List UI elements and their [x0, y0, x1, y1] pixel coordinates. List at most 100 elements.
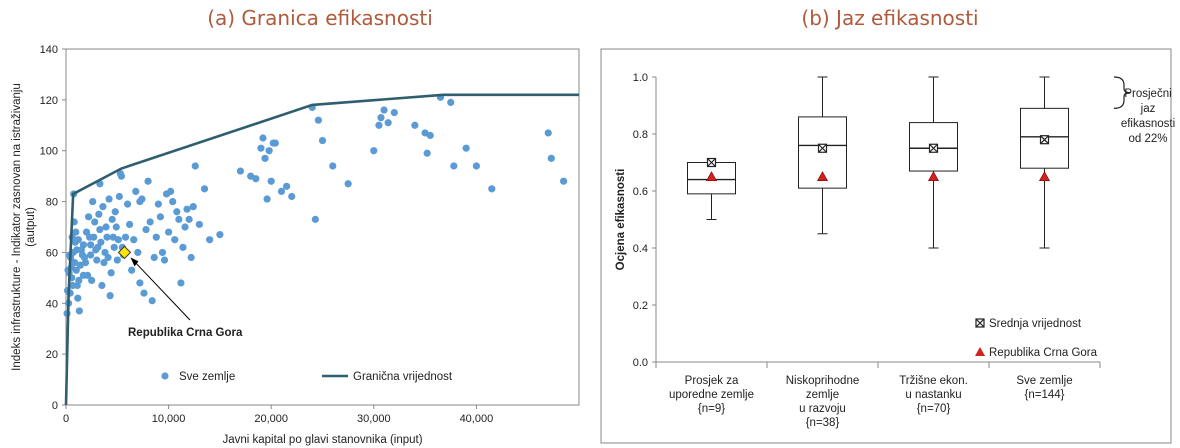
legend-marker-mean-x	[975, 318, 985, 328]
scatter-point	[261, 154, 269, 162]
scatter-point	[104, 253, 112, 262]
scatter-point	[96, 225, 104, 234]
scatter-point	[288, 192, 296, 201]
scatter-point	[72, 266, 80, 274]
scatter-point	[158, 248, 167, 257]
category-label: u razvoju	[799, 403, 846, 415]
category-label: Prosjek za	[685, 375, 739, 387]
scatter-point	[95, 210, 103, 218]
scatter-point	[130, 236, 138, 244]
country-marker	[816, 171, 829, 182]
scatter-point	[426, 131, 434, 140]
scatter-point	[390, 108, 398, 117]
y-tick-label: 60	[46, 247, 58, 259]
scatter-point	[108, 215, 116, 223]
scatter-point	[183, 205, 191, 213]
scatter-point	[156, 213, 164, 221]
scatter-point	[89, 197, 97, 206]
y-tick-label: 0.4	[633, 243, 648, 255]
scatter-point	[544, 129, 552, 137]
scatter-point	[282, 182, 291, 190]
y-tick-label: 80	[46, 197, 58, 209]
scatter-point	[79, 241, 88, 249]
scatter-point	[106, 292, 114, 300]
plot-b-border	[600, 48, 1172, 444]
annotation-arrowhead	[130, 257, 139, 267]
y-tick-label: 0.6	[633, 186, 648, 198]
scatter-point	[100, 259, 108, 267]
scatter-point	[72, 228, 80, 236]
scatter-point	[123, 200, 132, 208]
scatter-point	[179, 243, 187, 251]
category-label: uporedne zemlje	[669, 389, 754, 401]
gap-annotation-line: od 22%	[1128, 133, 1167, 145]
annotation-arrow	[131, 258, 191, 321]
scatter-point	[110, 243, 118, 251]
scatter-point	[206, 236, 214, 244]
y-tick-label: 0.0	[633, 357, 648, 369]
scatter-point	[167, 187, 175, 195]
scatter-point	[175, 215, 183, 223]
category-label: {n=144}	[1025, 389, 1065, 401]
mean-marker-x	[818, 143, 827, 153]
scatter-point	[277, 187, 286, 195]
scatter-point	[411, 121, 419, 129]
scatter-point	[263, 195, 271, 203]
scatter-point	[447, 98, 455, 106]
country-marker	[1038, 171, 1051, 182]
scatter-point	[87, 241, 95, 249]
scatter-point	[311, 215, 319, 223]
scatter-point	[236, 167, 245, 175]
y-tick-label: 1.0	[633, 72, 648, 84]
gap-annotation-line: Prosječni	[1124, 88, 1171, 100]
scatter-point	[81, 259, 90, 267]
y-tick-label: 20	[46, 349, 58, 361]
scatter-point	[113, 256, 121, 264]
scatter-point	[189, 203, 197, 211]
category-label: Niskoprihodne	[786, 375, 860, 387]
x-tick-label: 0	[63, 413, 69, 425]
scatter-point	[547, 154, 555, 162]
scatter-point	[117, 172, 126, 180]
scatter-point	[136, 197, 144, 206]
scatter-point	[165, 228, 173, 236]
scatter-point	[423, 149, 431, 157]
scatter-point	[329, 162, 337, 170]
scatter-point	[97, 238, 105, 246]
scatter-point	[375, 121, 383, 129]
scatter-point	[103, 233, 111, 241]
scatter-point	[99, 203, 107, 211]
scatter-point	[132, 187, 140, 195]
scatter-point	[114, 236, 122, 244]
scatter-point	[384, 119, 392, 127]
x-tick-label: 30,000	[357, 413, 391, 425]
scatter-point	[177, 279, 185, 287]
scatter-point	[98, 281, 106, 290]
scatter-point	[191, 162, 199, 170]
y-tick-label: 100	[40, 146, 58, 158]
plot-a-frame	[65, 48, 580, 406]
category-label: zemlje	[806, 389, 839, 401]
scatter-point	[74, 236, 82, 244]
scatter-point	[171, 236, 179, 244]
x-axis-label: Javni kapital po glavi stanovnika (input…	[222, 434, 422, 446]
scatter-point	[74, 294, 82, 302]
scatter-point	[112, 223, 120, 231]
frontier-line	[64, 93, 579, 406]
y-tick-label: 120	[40, 95, 58, 107]
y-tick-label: 140	[40, 44, 58, 56]
scatter-point	[462, 144, 470, 152]
y-axis-label: Indeks infrastrukture - Indikator zasnov…	[11, 83, 23, 371]
gap-bracket	[1113, 76, 1131, 109]
mean-marker-x	[1040, 135, 1049, 145]
scatter-point	[152, 233, 160, 241]
scatter-point	[257, 144, 265, 152]
scatter-point	[102, 223, 110, 231]
scatter-point	[88, 276, 96, 284]
scatter-point	[84, 213, 93, 221]
scatter-point	[344, 180, 352, 188]
scatter-point	[169, 197, 177, 206]
x-tick-label: 20,000	[254, 413, 288, 425]
scatter-point	[90, 233, 98, 241]
